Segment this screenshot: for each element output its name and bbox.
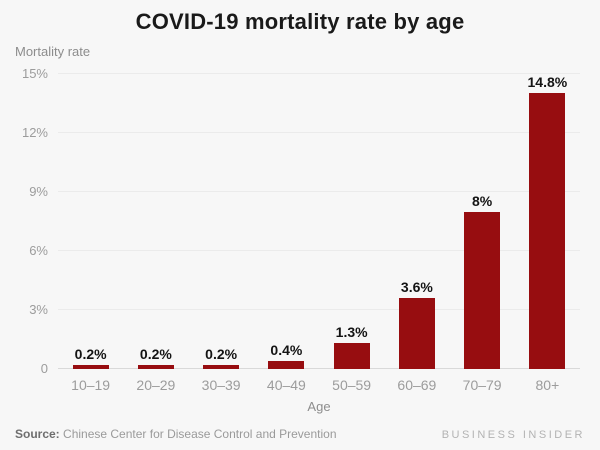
- bar: [333, 343, 370, 369]
- x-tick-label: 10–19: [71, 377, 111, 393]
- source-text: Chinese Center for Disease Control and P…: [59, 427, 337, 441]
- x-tick-label: 50–59: [332, 377, 372, 393]
- y-tick-label: 0: [40, 361, 48, 376]
- x-tick-label: 70–79: [462, 377, 502, 393]
- gridline: 3%: [29, 302, 580, 317]
- bar: [137, 365, 174, 369]
- bar-slot: 14.8%: [515, 74, 580, 369]
- source-prefix: Source:: [15, 427, 60, 441]
- x-tick-label: 30–39: [201, 377, 241, 393]
- bars-container: 0.2% 0.2% 0.2% 0.4% 1.3% 3.6% 8% 14.8%: [58, 74, 580, 369]
- gridline: 6%: [29, 243, 580, 258]
- y-axis-label: Mortality rate: [15, 44, 91, 59]
- bar: [398, 298, 435, 369]
- bar-value-label: 0.2%: [74, 346, 107, 363]
- bar: [529, 93, 566, 369]
- y-tick-label: 6%: [29, 243, 48, 258]
- y-tick-label: 3%: [29, 302, 48, 317]
- bar-slot: 0.2%: [189, 74, 254, 369]
- x-axis-tick-labels: 10–19 20–29 30–39 40–49 50–59 60–69 70–79 80+: [58, 377, 580, 393]
- x-tick-label: 80+: [535, 377, 560, 393]
- bar-slot: 0.4%: [254, 74, 319, 369]
- footer: Source: Chinese Center for Disease Contr…: [15, 427, 585, 441]
- bar-value-label: 8%: [472, 192, 493, 209]
- bar-value-label: 3.6%: [400, 279, 433, 296]
- y-tick-label: 15%: [21, 66, 48, 81]
- x-axis-label: Age: [307, 399, 331, 414]
- gridlines: 15% 12% 9% 6% 3% 0: [22, 66, 580, 376]
- bar-slot: 8%: [450, 74, 515, 369]
- bar: [268, 361, 305, 369]
- y-tick-label: 9%: [29, 184, 48, 199]
- gridline: 12%: [22, 125, 580, 140]
- bar-slot: 0.2%: [123, 74, 188, 369]
- bar-slot: 0.2%: [58, 74, 123, 369]
- x-tick-label: 40–49: [266, 377, 306, 393]
- bar-value-label: 14.8%: [527, 74, 568, 90]
- chart-title: COVID-19 mortality rate by age: [135, 9, 465, 34]
- gridline: 0: [41, 361, 580, 376]
- gridline: 15%: [22, 66, 580, 81]
- bar-value-label: 0.2%: [139, 346, 172, 363]
- bar: [203, 365, 240, 369]
- business-insider-logo: BUSINESS INSIDER: [441, 429, 585, 441]
- bar-value-label: 0.4%: [270, 342, 303, 359]
- plot-area: 15% 12% 9% 6% 3% 0 0.2% 0.2% 0.2% 0.4% 1.3% 3.6% 8%…: [22, 66, 580, 376]
- bar: [72, 365, 109, 369]
- y-tick-label: 12%: [21, 125, 48, 140]
- bar-value-label: 1.3%: [335, 324, 368, 341]
- x-tick-label: 60–69: [397, 377, 437, 393]
- gridline: 9%: [29, 184, 580, 199]
- bar-slot: 3.6%: [384, 74, 449, 369]
- bar-slot: 1.3%: [319, 74, 384, 369]
- source-note: Source: Chinese Center for Disease Contr…: [15, 427, 337, 441]
- x-tick-label: 20–29: [136, 377, 176, 393]
- bar: [464, 211, 501, 369]
- bar-value-label: 0.2%: [205, 346, 238, 363]
